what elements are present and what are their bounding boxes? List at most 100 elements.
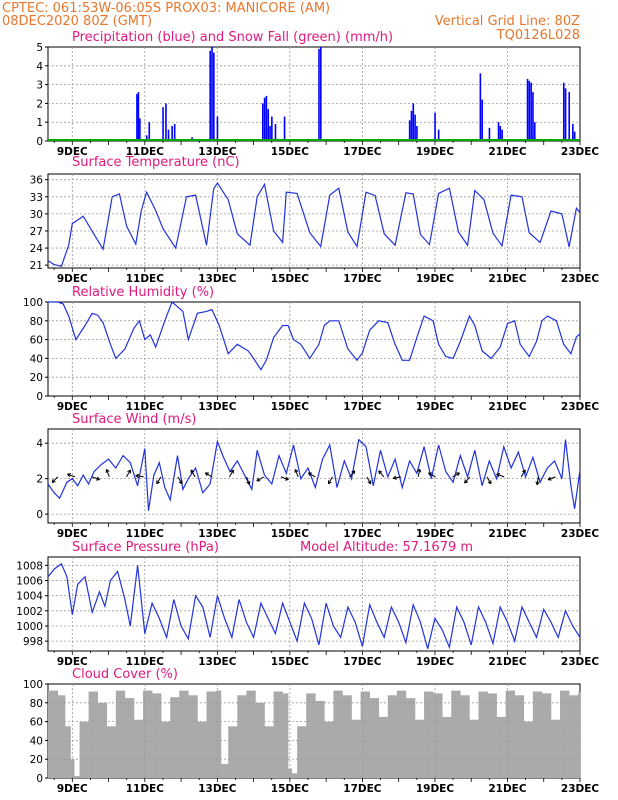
cloud-bar [550,719,561,778]
precip-bar [416,125,418,141]
cloud-bar [541,693,552,778]
cloud-bar [48,690,59,778]
wind-arrow [536,476,539,485]
precip-bar [261,103,264,141]
y-tick-label: 21 [30,260,43,272]
cloud-bar [532,691,543,778]
x-tick-label: 17DEC [343,528,382,540]
precip-bar [572,124,574,141]
precip-title: Precipitation (blue) and Snow Fall (gree… [72,30,393,45]
series-line [47,562,581,650]
cloud-bar [170,697,180,778]
y-tick-label: 4 [36,61,43,73]
cloud-bar [291,773,298,778]
precip-bar [136,94,138,141]
x-tick-label: 13DEC [198,273,237,285]
cloud-bar [460,695,470,778]
wind-arrow-head [535,481,538,485]
wind-arrow [67,473,76,478]
cloud-bar [569,695,579,778]
precip-bar [318,48,320,141]
y-tick-label: 20 [30,372,43,384]
x-tick-label: 17DEC [343,783,382,795]
wind-arrow [393,476,402,479]
precip-bar [165,103,167,141]
cloud-bar [324,721,334,778]
precip-bar [488,127,491,141]
wind-arrow-head [547,476,551,480]
cloud-bar [469,719,479,778]
precip-bar [213,52,215,141]
cloud-bar [424,691,434,778]
panel-4: 998 1000 1002 1004 1006 1008 9DEC 11DEC 13DEC 15D… [16,556,599,668]
x-tick-label: 11DEC [126,273,165,285]
precip-bar [528,80,531,141]
y-tick-label: 40 [30,735,43,747]
precip-bar [414,114,416,141]
wind-arrow [428,472,436,478]
cloud-bar [152,693,162,778]
wind-arrow [246,476,250,485]
header-init-date: 08DEC2020 80Z (GMT) [2,14,152,29]
wind-arrow [177,476,183,485]
wind-arrow-head [67,473,71,475]
precip-bar [265,95,268,141]
panel-1: 21 24 27 30 33 36 9DEC 11DEC 13DEC 15DEC 17DEC 19DE… [30,173,599,285]
cloud-bar [57,695,66,778]
y-tick-label: 5 [36,42,43,54]
precip-bar [479,73,482,141]
x-tick-label: 11DEC [126,656,165,668]
y-tick-label: 100 [23,297,43,309]
cloud-bar [451,690,461,778]
y-tick-label: 1 [36,117,43,129]
cloud-bar [106,726,117,778]
wind-arrow [205,472,213,478]
cloud-bar [369,698,380,778]
x-tick-label: 19DEC [416,656,455,668]
series-line [47,182,581,268]
precip-bar [573,131,576,141]
cloud-bar [133,719,144,778]
cloud-bar [505,690,516,778]
precip-bar [167,129,170,141]
wind-arrow-head [464,479,466,484]
wind-arrow [308,472,316,478]
cloud-bar [74,776,80,778]
wind-arrow [417,468,421,477]
wind-arrow [156,476,162,485]
x-tick-label: 19DEC [416,401,455,413]
y-tick-label: 40 [30,353,43,365]
wind-arrow [229,469,234,478]
x-tick-label: 17DEC [343,656,382,668]
y-tick-label: 2 [36,98,43,110]
wind-arrow [280,476,289,481]
y-tick-label: 80 [30,698,43,710]
wind-arrow [51,476,59,483]
x-tick-label: 15DEC [271,273,310,285]
wind-arrow-head [457,472,460,477]
y-tick-label: 27 [30,226,43,238]
wind-arrow-head [419,468,422,473]
x-tick-label: 15DEC [271,528,310,540]
x-tick-label: 11DEC [126,401,165,413]
wind-arrow [486,476,492,485]
wind-arrow-head [284,479,289,481]
y-tick-label: 1000 [16,621,43,633]
wind-arrow [520,469,526,478]
y-tick-label: 80 [30,316,43,328]
cloud-bar [88,691,98,778]
cloud-bar [97,702,108,778]
panel-0: 0 1 2 3 4 5 9DEC 11DEC 13DEC 15DEC 17DEC 19DEC 21DEC… [36,42,599,158]
x-tick-label: 9DEC [57,146,88,158]
wind-title: Surface Wind (m/s) [72,412,196,427]
y-tick-label: 0 [36,136,43,148]
cloud-bar [414,719,425,778]
y-tick-label: 1004 [16,591,43,603]
wind-arrow [135,475,144,478]
wind-arrow-head [106,468,110,473]
precip-bar [211,47,213,141]
y-tick-label: 998 [23,636,43,648]
x-tick-label: 23DEC [561,401,600,413]
cloud-bar [442,716,452,778]
wind-arrow-head [295,468,299,473]
